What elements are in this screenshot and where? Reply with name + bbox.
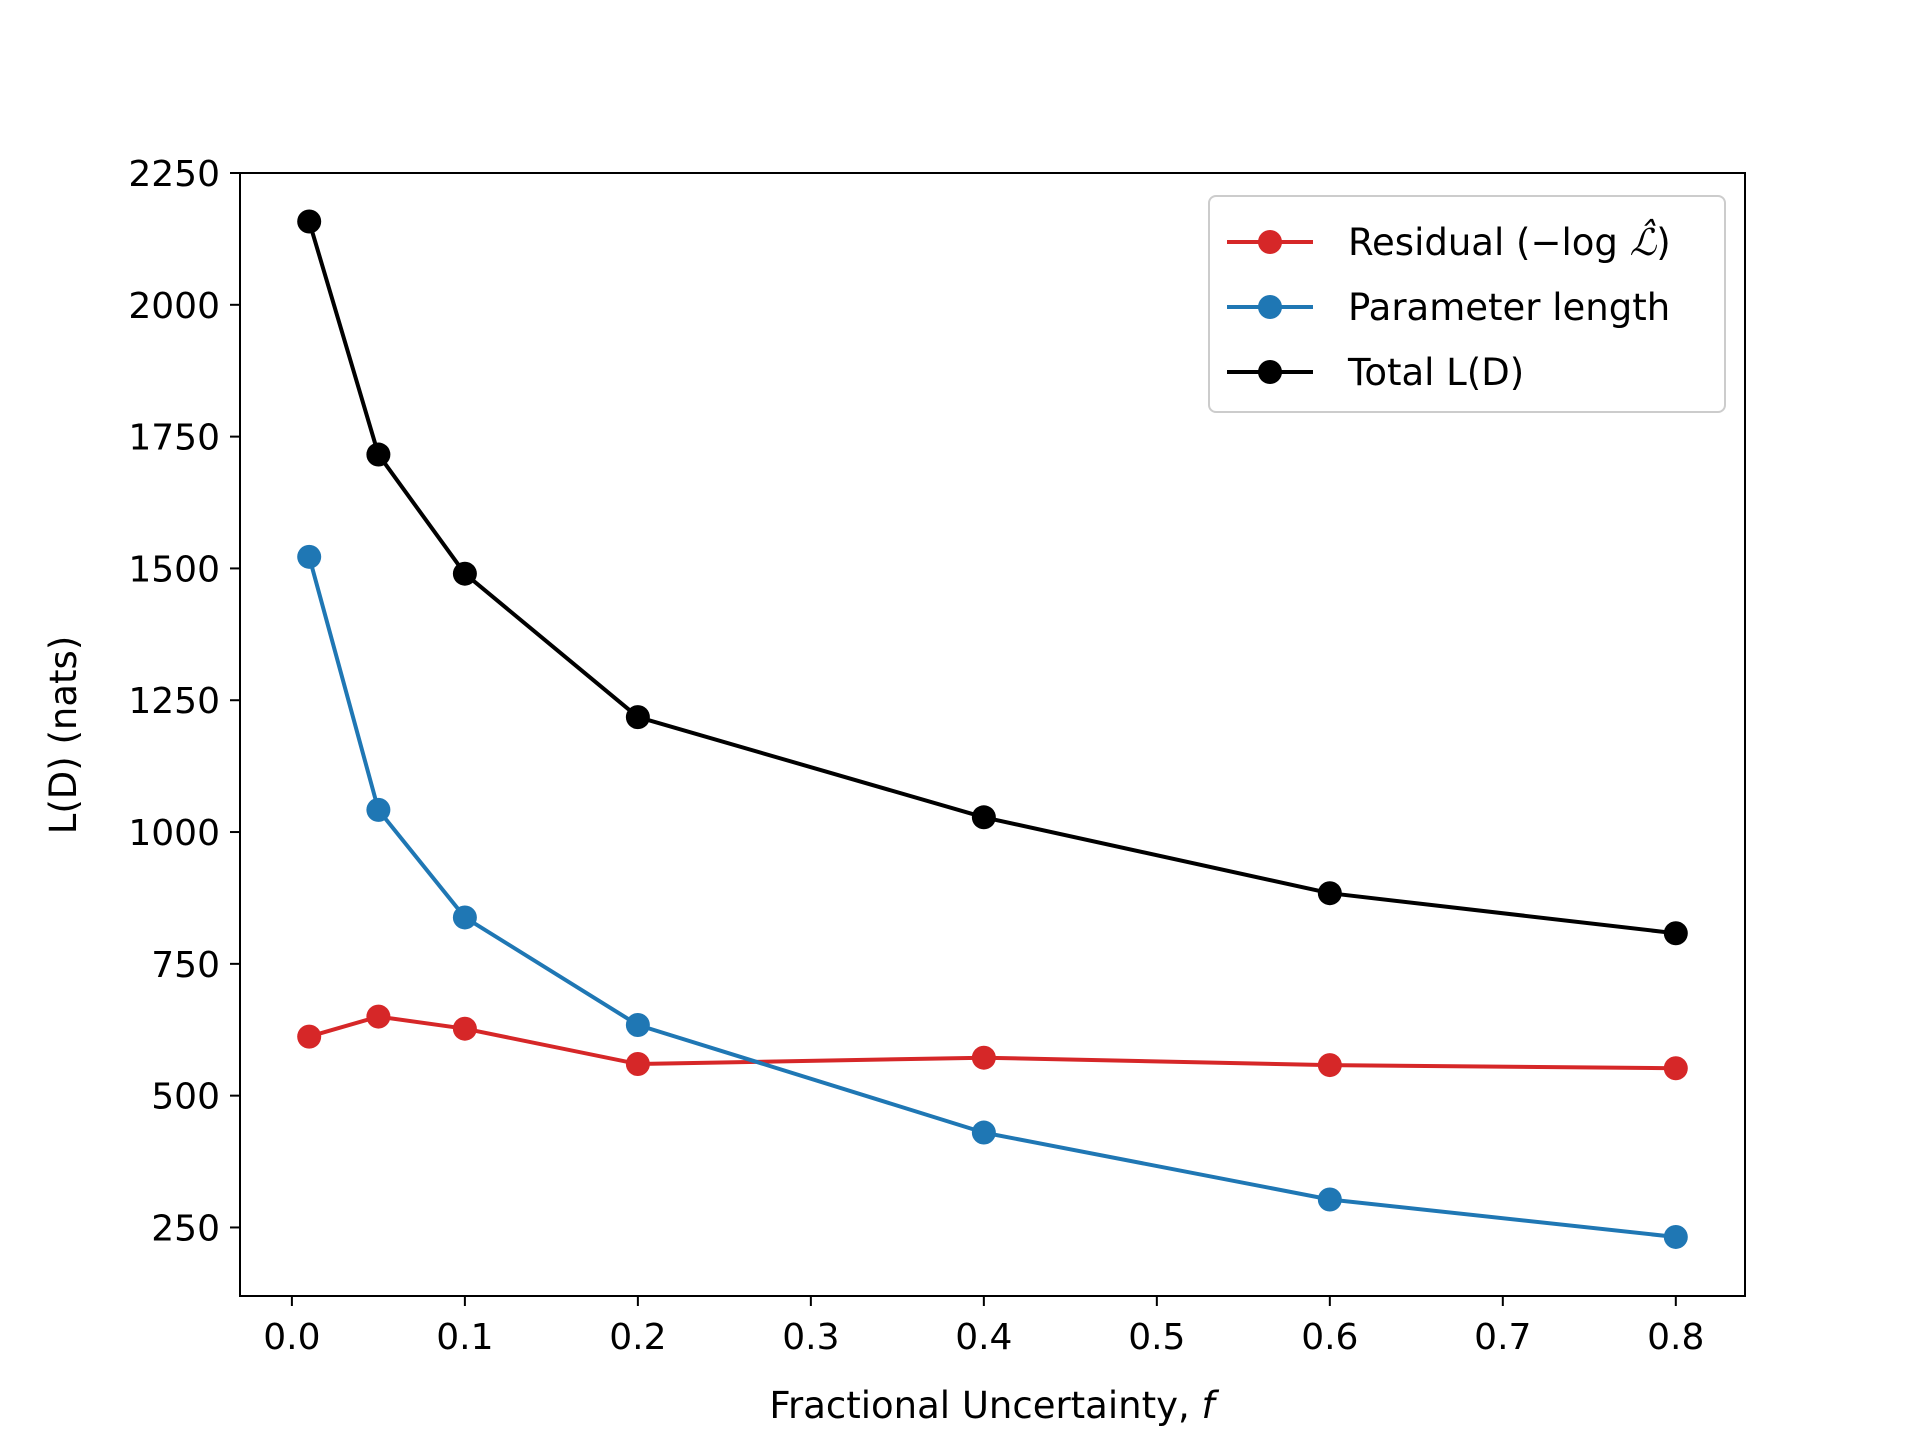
legend-marker-total-l-d xyxy=(1258,360,1282,384)
x-tick-label: 0.5 xyxy=(1128,1317,1185,1358)
x-tick-label: 0.0 xyxy=(263,1317,320,1358)
legend-marker-residual xyxy=(1258,230,1282,254)
data-point-residual xyxy=(971,1045,996,1070)
legend-label-parameter-length: Parameter length xyxy=(1348,286,1670,329)
legend-marker-parameter-length xyxy=(1258,295,1282,319)
x-tick-label: 0.1 xyxy=(436,1317,493,1358)
data-point-total-l-d xyxy=(297,209,322,234)
data-point-total-l-d xyxy=(625,705,650,730)
y-tick-label: 2000 xyxy=(128,286,220,327)
x-tick-label: 0.8 xyxy=(1647,1317,1704,1358)
data-point-parameter-length xyxy=(366,797,391,822)
data-point-parameter-length xyxy=(1317,1187,1342,1212)
data-point-total-l-d xyxy=(971,805,996,830)
data-point-residual xyxy=(452,1016,477,1041)
data-point-total-l-d xyxy=(1663,921,1688,946)
y-tick-label: 1000 xyxy=(128,813,220,854)
legend-label-residual: Residual (−log ℒ̂) xyxy=(1348,218,1671,264)
y-axis-title: L(D) (nats) xyxy=(42,636,85,835)
legend-frame xyxy=(1208,195,1726,413)
data-point-residual xyxy=(366,1004,391,1029)
data-point-total-l-d xyxy=(1317,881,1342,906)
plot-area-frame xyxy=(239,172,1746,1297)
y-tick-label: 250 xyxy=(151,1208,220,1249)
data-point-parameter-length xyxy=(971,1120,996,1145)
y-tick-label: 1250 xyxy=(128,681,220,722)
data-point-residual xyxy=(1317,1053,1342,1078)
x-tick-label: 0.2 xyxy=(609,1317,666,1358)
y-tick-label: 500 xyxy=(151,1077,220,1118)
x-tick-label: 0.3 xyxy=(782,1317,839,1358)
x-axis: 0.0 0.1 0.2 0.3 0.4 0.5 0.6 0.7 0.8 xyxy=(263,1296,1704,1358)
data-point-parameter-length xyxy=(625,1013,650,1038)
y-tick-label: 2250 xyxy=(128,154,220,195)
x-tick-label: 0.6 xyxy=(1301,1317,1358,1358)
legend: Residual (−log ℒ̂) Parameter length Total … xyxy=(1208,195,1726,413)
plot-markers xyxy=(297,209,1688,1249)
y-tick-label: 750 xyxy=(151,945,220,986)
data-point-residual xyxy=(1663,1056,1688,1081)
data-point-parameter-length xyxy=(1663,1224,1688,1249)
data-point-residual xyxy=(297,1024,322,1049)
data-point-parameter-length xyxy=(297,544,322,569)
y-tick-label: 1750 xyxy=(128,418,220,459)
data-point-total-l-d xyxy=(366,442,391,467)
x-tick-label: 0.7 xyxy=(1474,1317,1531,1358)
data-point-residual xyxy=(625,1052,650,1077)
y-axis: 250 500 750 1000 1250 1500 1750 2000 2250 xyxy=(128,154,240,1249)
legend-label-total-l-d: Total L(D) xyxy=(1347,351,1524,394)
data-point-total-l-d xyxy=(452,561,477,586)
x-axis-title: Fractional Uncertainty, f xyxy=(769,1384,1219,1427)
data-point-parameter-length xyxy=(452,905,477,930)
x-tick-label: 0.4 xyxy=(955,1317,1012,1358)
y-tick-label: 1500 xyxy=(128,549,220,590)
